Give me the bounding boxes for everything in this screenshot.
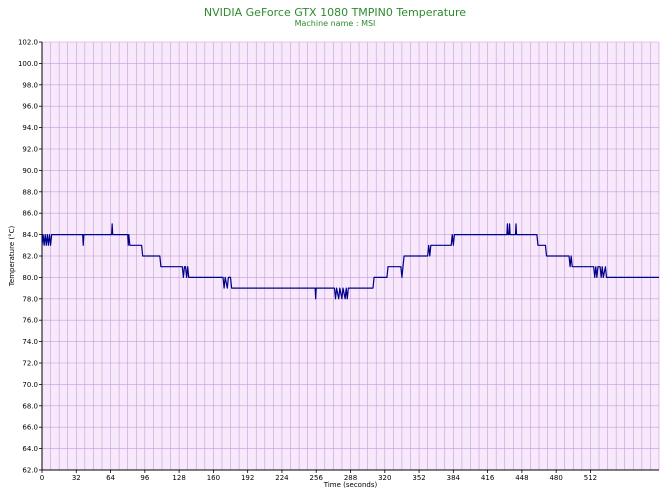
x-tick-label: 192 xyxy=(241,474,254,482)
y-tick-label: 102.0 xyxy=(18,39,38,47)
y-tick-label: 72.0 xyxy=(22,360,38,368)
y-tick-label: 70.0 xyxy=(22,381,38,389)
x-tick-label: 32 xyxy=(72,474,81,482)
x-tick-label: 288 xyxy=(344,474,357,482)
x-tick-label: 320 xyxy=(378,474,391,482)
y-tick-label: 84.0 xyxy=(22,231,38,239)
y-tick-labels: 62.0 64.0 66.0 68.0 70.0 72.0 74.0 76.0 78.0 80.0… xyxy=(18,39,38,475)
x-tick-label: 224 xyxy=(275,474,289,482)
x-tick-label: 160 xyxy=(207,474,220,482)
y-tick-label: 98.0 xyxy=(22,81,38,89)
series-group xyxy=(41,223,659,300)
x-tick-label: 416 xyxy=(481,474,495,482)
x-tick-label: 64 xyxy=(106,474,115,482)
y-tick-label: 92.0 xyxy=(22,146,38,154)
x-tick-label: 384 xyxy=(447,474,461,482)
y-axis-label: Temperature (°C) xyxy=(8,226,16,288)
x-axis-label: Time (seconds) xyxy=(323,481,378,489)
x-tick-labels: 0 32 64 96 128 160 192 224 256 288 320 352 384 416 448… xyxy=(40,474,597,482)
y-tick-label: 80.0 xyxy=(22,274,38,282)
x-tick-label: 480 xyxy=(549,474,562,482)
x-tick-label: 96 xyxy=(140,474,149,482)
y-tick-label: 78.0 xyxy=(22,295,38,303)
y-tick-label: 66.0 xyxy=(22,424,38,432)
x-tick-label: 256 xyxy=(310,474,324,482)
x-tick-label: 352 xyxy=(412,474,425,482)
series-line xyxy=(41,223,659,300)
y-tick-label: 94.0 xyxy=(22,124,38,132)
x-tick-label: 0 xyxy=(40,474,44,482)
y-tick-label: 96.0 xyxy=(22,103,38,111)
y-tick-label: 62.0 xyxy=(22,467,38,475)
y-tick-label: 82.0 xyxy=(22,253,38,261)
y-tick-label: 100.0 xyxy=(18,60,38,68)
x-tick-label: 128 xyxy=(172,474,185,482)
axes xyxy=(39,41,659,473)
y-tick-label: 88.0 xyxy=(22,188,38,196)
x-tick-label: 448 xyxy=(515,474,528,482)
y-tick-label: 76.0 xyxy=(22,317,38,325)
chart-subtitle: Machine name : MSI xyxy=(295,19,376,28)
y-tick-label: 74.0 xyxy=(22,338,38,346)
y-tick-label: 90.0 xyxy=(22,167,38,175)
y-tick-label: 86.0 xyxy=(22,210,38,218)
y-tick-label: 68.0 xyxy=(22,402,38,410)
y-tick-label: 64.0 xyxy=(22,445,38,453)
x-tick-label: 512 xyxy=(584,474,597,482)
grid-lines xyxy=(41,41,660,471)
chart-title: NVIDIA GeForce GTX 1080 TMPIN0 Temperatu… xyxy=(204,6,466,19)
